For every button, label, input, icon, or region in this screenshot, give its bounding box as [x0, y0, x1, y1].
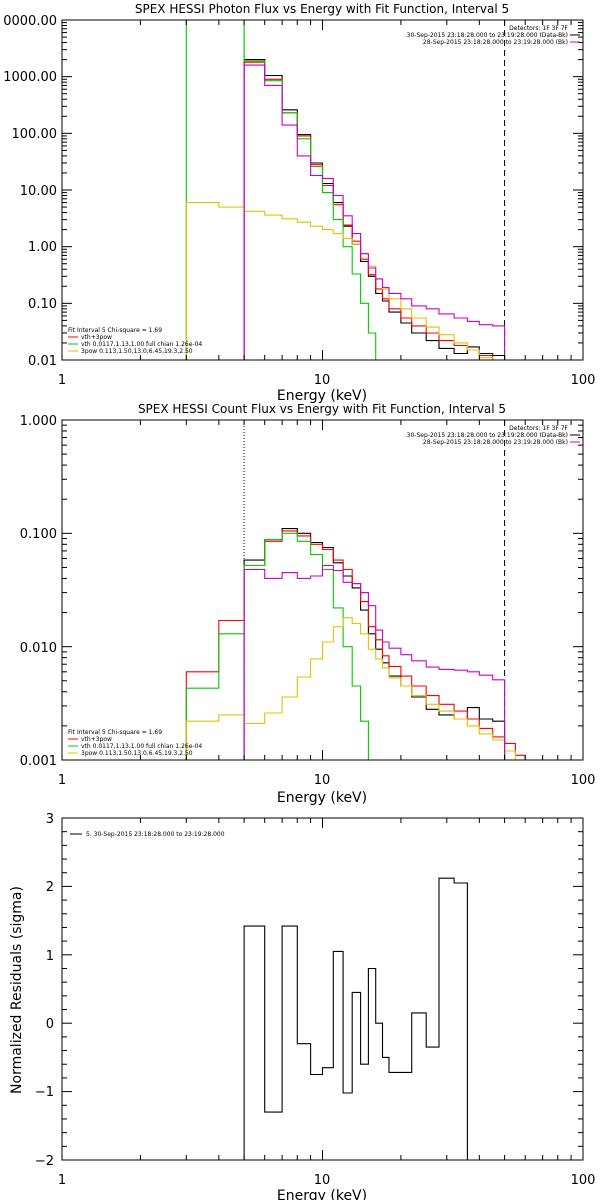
count-flux-panel: SPEX HESSI Count Flux vs Energy with Fit… — [20, 402, 596, 806]
panel2-ytick-0.01: 0.010 — [20, 641, 57, 656]
panel3-ytick-minus1: −1 — [35, 1085, 54, 1100]
photon-flux-panel: SPEX HESSI Photon Flux vs Energy with Fi… — [3, 2, 595, 404]
panel2-legend-entry-3: 3pow 0.113,1.50,13.0,6.45,19.3,2.50 — [81, 750, 193, 757]
panel1-ytick-0.01: 0.01 — [28, 354, 57, 369]
panel3-xtick-100: 100 — [571, 1173, 596, 1188]
panel2-ytick-0.001: 0.001 — [20, 754, 57, 769]
panel1-xtick-10: 10 — [314, 373, 331, 388]
panel3-xtick-1: 1 — [58, 1173, 66, 1188]
panel3-ytick-1: 1 — [46, 949, 54, 964]
panel1-detectors-label: Detectors: 1F 3F 7F — [509, 25, 568, 32]
panel1-xtick-100: 100 — [571, 373, 596, 388]
panel2-xtick-100: 100 — [571, 773, 596, 788]
panel1-series-vth-3pow — [243, 61, 506, 360]
panel1-ytick-10000: 0000.00 — [3, 14, 57, 29]
panel3-axes-frame — [61, 817, 584, 1161]
panel2-xtick-10: 10 — [314, 773, 331, 788]
panel2-xtick-1: 1 — [58, 773, 66, 788]
panel2-header-line2: 28-Sep-2015 23:18:28.000 to 23:19:28.000… — [423, 439, 568, 446]
panel2-header-line1: 30-Sep-2015 23:18:28.000 to 23:19:28.000… — [407, 432, 568, 439]
panel2-detectors-label: Detectors: 1F 3F 7F — [509, 425, 568, 432]
panel2-ytick-0.1: 0.100 — [20, 527, 57, 542]
panel1-header-line2: 28-Sep-2015 23:18:28.000 to 23:19:28.000… — [423, 39, 568, 46]
panel2-ytick-1: 1.000 — [20, 414, 57, 429]
panel3-ytick-minus2: −2 — [35, 1154, 54, 1169]
residuals-panel: 1 10 100 Energy (keV) Normalized Residua… — [9, 812, 595, 1200]
panel1-legend-entry-2: vth 0.0117,1.13,1.00 full chian 1.26e-04 — [81, 341, 202, 348]
panel3-ytick-2: 2 — [46, 880, 54, 895]
panel3-xtick-10: 10 — [314, 1173, 331, 1188]
panel1-ytick-0.1: 0.10 — [28, 297, 57, 312]
panel1-title: SPEX HESSI Photon Flux vs Energy with Fi… — [135, 2, 509, 16]
panel1-ytick-1: 1.00 — [28, 240, 57, 255]
panel1-series-vth — [185, 20, 377, 360]
panel1-legend-header: Fit Interval 5 Chi-square = 1.69 — [68, 327, 162, 334]
panel2-x-axis-label: Energy (keV) — [277, 790, 367, 806]
panel1-x-axis-label: Energy (keV) — [277, 388, 367, 404]
panel3-legend-entry: 5. 30-Sep-2015 23:18:28.000 to 23:19:28.… — [86, 831, 225, 838]
panel1-legend-entry-3: 3pow 0.113,1.50,13.0,6.45,19.3,2.50 — [81, 348, 193, 355]
panel2-series-data-bk — [243, 528, 506, 760]
panel1-ytick-100: 100.00 — [12, 127, 58, 142]
panel1-ytick-1000: 1000.00 — [3, 70, 57, 85]
panel2-title: SPEX HESSI Count Flux vs Energy with Fit… — [138, 402, 506, 416]
panel2-series-vth-3pow — [185, 530, 526, 760]
panel3-x-axis-label: Energy (keV) — [277, 1188, 367, 1200]
panel1-series-bk — [243, 64, 506, 360]
panel1-header-line1: 30-Sep-2015 23:18:28.000 to 23:19:28.000… — [407, 32, 568, 39]
panel2-series-bk — [243, 564, 506, 760]
panel3-ytick-3: 3 — [46, 812, 54, 827]
panel2-legend-entry-2: vth 0.0117,1.13,1.00 full chian 1.26e-04 — [81, 743, 202, 750]
panel1-xtick-1: 1 — [58, 373, 66, 388]
panel1-series-data-bk — [243, 59, 506, 360]
panel1-ytick-10: 10.00 — [20, 184, 57, 199]
panel3-y-axis-label: Normalized Residuals (sigma) — [9, 886, 25, 1094]
panel2-legend-header: Fit Interval 5 Chi-square = 1.69 — [68, 729, 162, 736]
panel3-series-residual — [243, 877, 468, 1160]
panel3-ytick-0: 0 — [46, 1017, 54, 1032]
panel2-series-vth — [185, 532, 369, 760]
panel2-legend-entry-1: vth+3pow — [81, 736, 112, 743]
panel2-series-3pow — [185, 617, 526, 760]
panel1-legend-entry-1: vth+3pow — [81, 334, 112, 341]
